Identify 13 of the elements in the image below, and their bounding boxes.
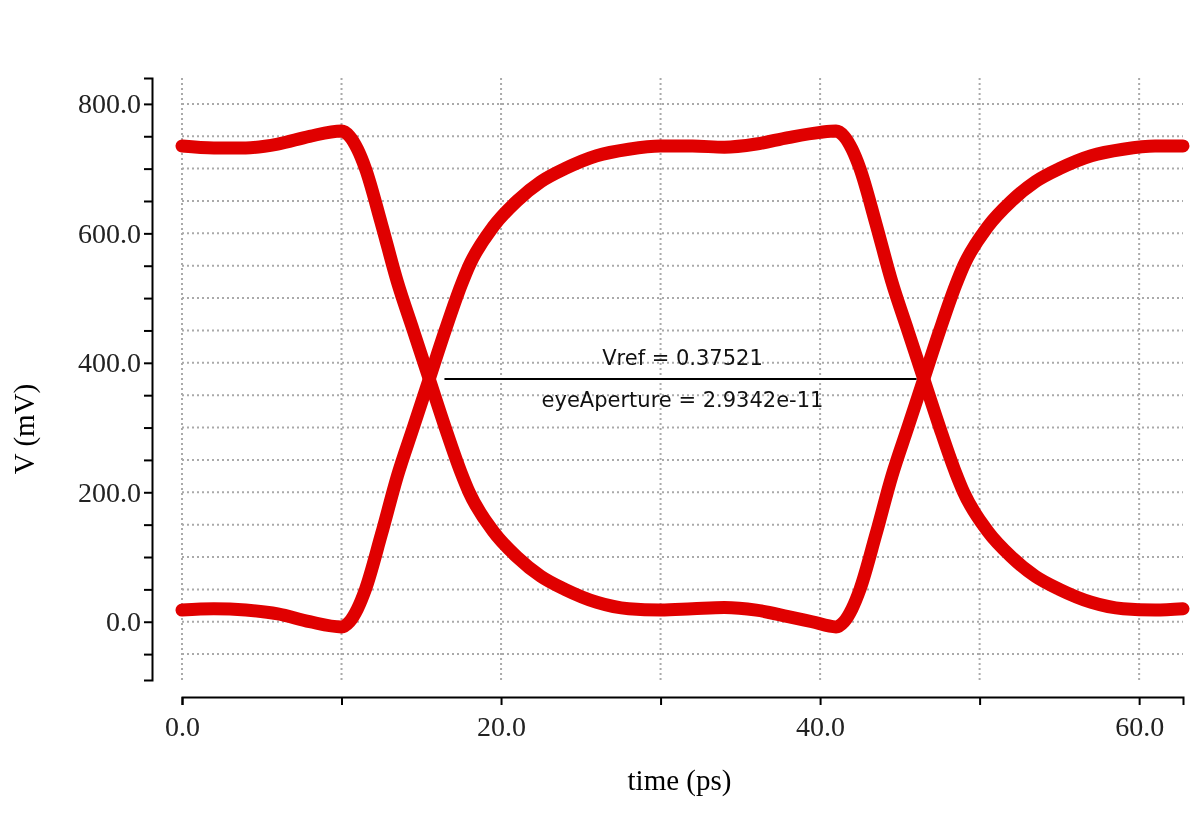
x-axis-title: time (ps) [627, 764, 732, 797]
annotation: eyeAperture = 2.9342e-11 [541, 388, 824, 412]
annotation: Vref = 0.37521 [602, 346, 763, 370]
x-tick-label: 60.0 [1115, 711, 1165, 742]
x-tick-label: 40.0 [796, 711, 846, 742]
y-tick-label: 800.0 [78, 88, 141, 120]
y-tick-label: 200.0 [78, 476, 141, 508]
y-tick-label: 600.0 [78, 217, 141, 249]
x-tick-label: 0.0 [165, 711, 200, 742]
y-tick-label: 0.0 [106, 606, 141, 638]
y-tick-label: 400.0 [78, 347, 141, 379]
y-axis-title: V (mV) [8, 383, 41, 475]
x-tick-label: 20.0 [477, 711, 527, 742]
